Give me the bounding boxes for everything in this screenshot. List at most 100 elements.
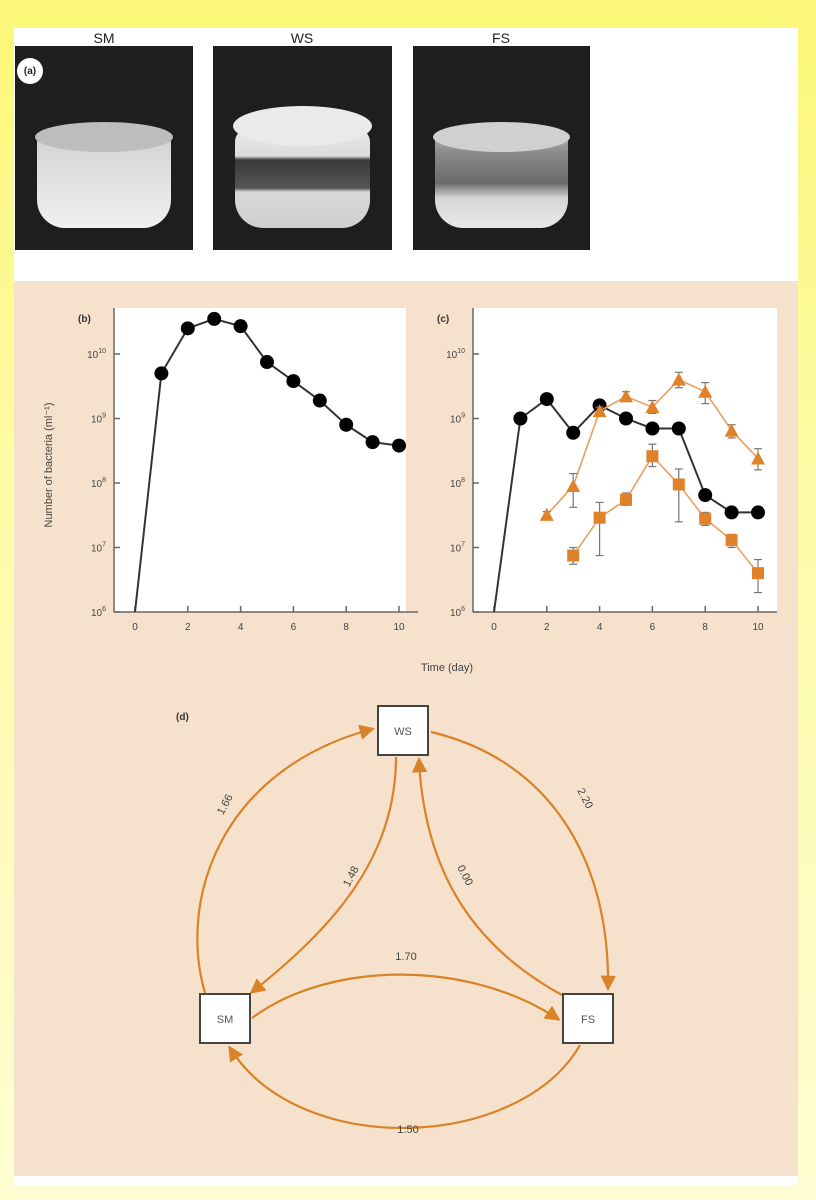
chart-c-panel-label: (c) [437,314,449,325]
x-axis-title: Time (day) [421,662,473,674]
edge-ws-to-sm [249,756,398,994]
ws-mat-top [233,106,372,146]
edge-label-ws-fs: 2.20 [574,786,595,811]
square-marker [620,493,632,506]
y-tick-label: 106 [91,606,106,619]
edge-ws-to-fs [430,730,616,992]
x-tick-label: 0 [491,622,497,633]
circle-marker [566,425,581,440]
y-tick-label: 108 [450,477,465,490]
triangle-marker [619,389,633,403]
node-ws-box [377,705,429,756]
photo-sm-beaker [15,46,193,250]
edge-fs-to-sm [228,1044,581,1129]
node-fs: FS [562,993,614,1044]
y-tick-label: 1010 [87,348,106,361]
y-tick-label: 106 [450,606,465,619]
photo-fs-beaker [413,46,590,250]
circle-marker [751,505,765,520]
circle-marker [339,417,354,432]
chart-b-ticks: 1010 109 108 107 106 0 2 4 6 8 10 [87,348,405,633]
triangle-marker [751,451,765,465]
square-marker [646,450,659,463]
y-axis-title: Number of bacteria (ml⁻¹) [43,402,55,527]
y-tick-label: 109 [91,413,106,426]
edge-sm-to-ws [196,724,375,994]
x-tick-label: 6 [291,622,297,633]
circle-marker [154,366,169,381]
node-sm-box [199,993,251,1044]
circle-marker [539,392,554,407]
triangle-marker [566,478,581,492]
square-marker [699,512,712,525]
diagram-d: (d) 1.66 1.48 2.20 0.00 1.70 1.50 WS SM … [176,705,616,1136]
square-marker [752,567,764,580]
x-tick-label: 8 [702,622,708,633]
fs-meniscus [433,122,570,152]
panel-a-label: (a) [17,58,43,84]
x-tick-label: 6 [650,622,656,633]
circle-marker [392,438,406,453]
circle-marker [286,374,301,389]
edge-sm-to-fs [251,973,561,1021]
circle-marker [513,411,528,426]
diagram-panel-label: (d) [176,712,189,723]
circle-marker [180,321,195,336]
photo-label-fs: FS [492,30,510,46]
edge-fs-to-ws [411,756,563,996]
circle-marker [619,411,633,426]
y-tick-label: 108 [91,477,106,490]
node-ws: WS [377,705,429,756]
circle-marker [207,311,222,326]
edge-label-fs-ws: 0.00 [454,863,475,888]
square-marker [725,534,738,547]
circle-marker [645,421,660,436]
chart-b-plot-area [114,308,406,612]
x-tick-label: 2 [185,622,191,633]
circle-marker [233,319,248,334]
circle-marker [671,421,686,436]
node-sm-label: SM [217,1014,234,1026]
y-tick-label: 107 [450,542,465,555]
edge-label-sm-ws: 1.66 [215,792,236,817]
node-fs-label: FS [581,1014,595,1026]
circle-marker [698,488,713,503]
x-tick-label: 4 [597,622,603,633]
edge-label-sm-fs: 1.70 [395,951,416,963]
triangle-marker [592,404,607,418]
chart-b: (b) 1010 109 108 107 106 0 2 4 6 8 10 [78,308,418,633]
triangle-marker [645,400,660,414]
triangle-marker [671,372,686,386]
circle-marker [312,393,327,408]
circle-marker [365,435,380,450]
circle-marker [724,505,739,520]
sm-meniscus [35,122,173,152]
circle-marker [260,355,274,370]
y-tick-label: 107 [91,542,106,555]
chart-b-series [134,311,406,613]
x-tick-label: 2 [544,622,550,633]
edge-label-fs-sm: 1.50 [397,1124,418,1136]
chart-c-plot-area [473,308,777,612]
triangle-marker [698,384,713,398]
square-marker [567,549,580,562]
photo-ws-beaker [213,46,392,250]
square-marker [593,511,606,524]
y-tick-label: 1010 [446,348,465,361]
y-tick-label: 109 [450,413,465,426]
photo-label-ws: WS [290,30,314,46]
x-tick-label: 4 [238,622,244,633]
x-tick-label: 10 [393,622,405,633]
triangle-marker [539,507,554,521]
x-tick-label: 0 [132,622,138,633]
square-marker [672,478,685,491]
edge-label-ws-sm: 1.48 [341,864,362,889]
node-sm: SM [199,993,251,1044]
node-ws-label: WS [394,726,412,738]
photo-label-sm: SM [93,30,115,46]
x-tick-label: 8 [343,622,349,633]
chart-b-panel-label: (b) [78,314,91,325]
node-fs-box [562,993,614,1044]
x-tick-label: 10 [752,622,764,633]
